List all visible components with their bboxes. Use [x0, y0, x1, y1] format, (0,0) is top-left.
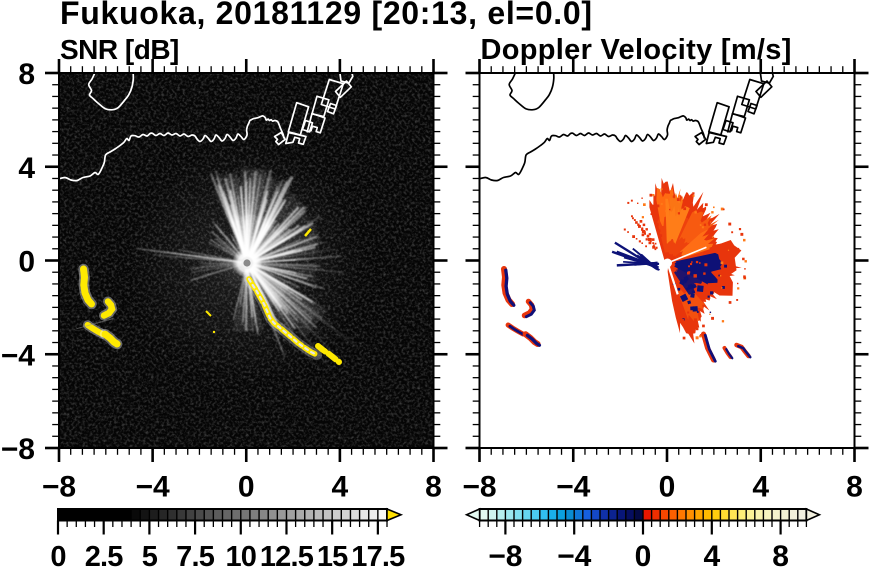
svg-text:0: 0	[238, 471, 255, 504]
svg-text:−4: −4	[1, 339, 36, 372]
svg-text:2.5: 2.5	[85, 541, 124, 570]
svg-text:4: 4	[18, 152, 35, 185]
svg-text:−8: −8	[42, 471, 76, 504]
svg-text:8: 8	[772, 540, 789, 570]
svg-text:5: 5	[142, 541, 158, 570]
svg-text:4: 4	[752, 471, 769, 504]
svg-text:−8: −8	[488, 540, 522, 570]
svg-text:−8: −8	[462, 471, 496, 504]
svg-text:0: 0	[50, 541, 65, 570]
svg-text:8: 8	[846, 471, 863, 504]
svg-text:SNR [dB]: SNR [dB]	[60, 34, 179, 65]
svg-text:0: 0	[635, 540, 652, 570]
svg-text:−4: −4	[556, 471, 591, 504]
svg-text:4: 4	[703, 540, 720, 570]
svg-text:Fukuoka, 20181129 [20:13, el=0: Fukuoka, 20181129 [20:13, el=0.0]	[60, 0, 593, 31]
svg-text:8: 8	[18, 58, 35, 91]
svg-text:−4: −4	[557, 540, 592, 570]
svg-text:−8: −8	[1, 433, 35, 466]
svg-text:7.5: 7.5	[176, 541, 215, 570]
svg-text:4: 4	[332, 471, 349, 504]
svg-text:0: 0	[659, 471, 676, 504]
svg-text:10: 10	[225, 541, 256, 570]
svg-text:8: 8	[425, 471, 442, 504]
svg-text:Doppler Velocity [m/s]: Doppler Velocity [m/s]	[481, 34, 792, 66]
svg-text:17.5: 17.5	[351, 541, 405, 570]
svg-text:15: 15	[317, 541, 348, 570]
svg-text:0: 0	[18, 246, 35, 279]
svg-text:−4: −4	[136, 471, 171, 504]
svg-text:12.5: 12.5	[260, 541, 314, 570]
